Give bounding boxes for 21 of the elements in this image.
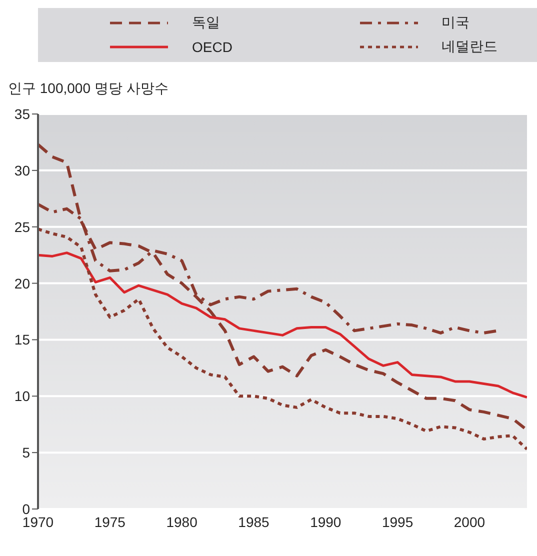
y-tick-label: 20 <box>14 275 30 292</box>
legend-label: 미국 <box>442 14 470 32</box>
y-tick-label: 25 <box>14 218 30 235</box>
x-tick-label: 1990 <box>310 514 342 530</box>
x-tick-label: 1995 <box>382 514 414 530</box>
legend-label: 네덜란드 <box>442 38 498 56</box>
x-tick-label: 1975 <box>94 514 126 530</box>
y-tick-label: 35 <box>14 106 30 122</box>
x-tick-label: 1985 <box>238 514 270 530</box>
x-tick-label: 1980 <box>166 514 198 530</box>
y-tick-label: 15 <box>14 332 30 348</box>
x-tick-label: 2000 <box>454 514 486 530</box>
legend-label: 독일 <box>192 14 220 32</box>
y-tick-label: 5 <box>22 444 30 461</box>
legend-label: OECD <box>192 39 232 55</box>
y-axis-title: 인구 100,000 명당 사망수 <box>8 80 170 98</box>
y-tick-label: 10 <box>14 388 30 404</box>
line-series <box>38 252 527 399</box>
line-series <box>38 228 527 451</box>
y-tick-label: 30 <box>14 162 30 178</box>
line-series <box>38 142 527 432</box>
